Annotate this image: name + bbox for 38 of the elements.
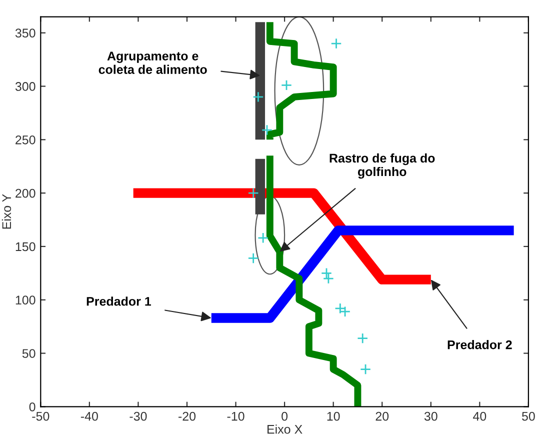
- point: [280, 80, 292, 91]
- y-tick-label: 150: [16, 242, 36, 252]
- y-tick-label: 350: [15, 28, 36, 38]
- point: [258, 232, 269, 244]
- x-tick-label: -30: [130, 412, 147, 421]
- annotation: Predador 1: [86, 296, 151, 306]
- y-tick-label: 250: [16, 135, 36, 144]
- point: [360, 364, 372, 375]
- x-tick-label: -20: [178, 412, 196, 421]
- x-tick-label: 40: [473, 412, 486, 421]
- x-tick-label: -10: [227, 412, 244, 421]
- point: [252, 91, 264, 102]
- x-tick-label: -50: [32, 412, 50, 421]
- point: [339, 306, 351, 318]
- y-tick-label: 300: [15, 82, 36, 91]
- x-tick-label: 20: [376, 412, 389, 421]
- point: [261, 124, 273, 136]
- y-tick-label: 50: [22, 349, 36, 358]
- x-tick-label: 10: [327, 412, 340, 421]
- point: [357, 332, 368, 344]
- y-tick-label: 200: [16, 188, 36, 198]
- point: [334, 302, 346, 314]
- x-tick-label: 30: [424, 412, 438, 421]
- point: [248, 252, 259, 264]
- x-axis-title: Eixo X: [268, 424, 302, 434]
- point: [322, 272, 334, 284]
- annotation: Agrupamento e coleta de alimento: [98, 52, 207, 74]
- x-tick-label: 50: [522, 412, 535, 421]
- annotation: Rastro de fuga do golfinho: [330, 153, 435, 179]
- y-axis-title: Eixo Y: [2, 194, 12, 229]
- y-tick-label: 0: [29, 402, 36, 412]
- point: [330, 38, 342, 50]
- y-tick-label: 100: [16, 296, 36, 305]
- x-tick-label: 0: [282, 412, 288, 421]
- point: [248, 188, 259, 199]
- x-tick-label: -40: [80, 412, 98, 421]
- annotation: Predador 2: [448, 340, 512, 350]
- point: [320, 268, 332, 279]
